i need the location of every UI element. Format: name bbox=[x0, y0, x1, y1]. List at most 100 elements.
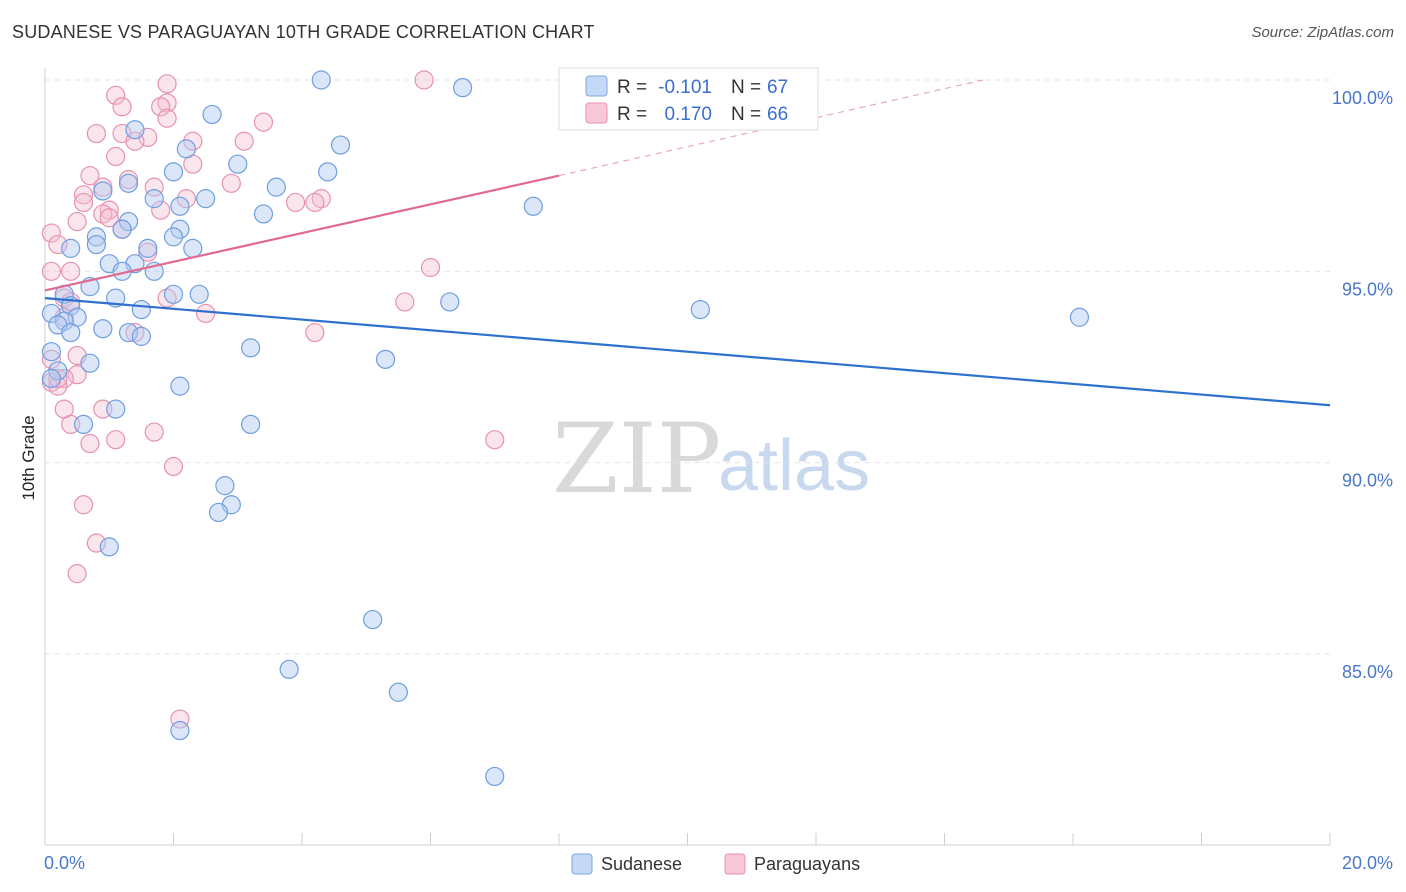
paraguayan-point bbox=[157, 74, 177, 94]
sudanese-point bbox=[388, 682, 408, 702]
paraguayan-point bbox=[395, 292, 415, 312]
paraguayan-point bbox=[67, 564, 87, 584]
paraguayan-point bbox=[144, 422, 164, 442]
sudanese-point bbox=[93, 319, 113, 339]
paraguayan-point bbox=[106, 85, 126, 105]
sudanese-point bbox=[279, 659, 299, 679]
sudanese-point bbox=[318, 162, 338, 182]
paraguayan-point bbox=[48, 368, 68, 389]
bottom-legend-swatch-sudanese bbox=[571, 853, 593, 875]
sudanese-point bbox=[125, 120, 145, 140]
sudanese-point bbox=[375, 349, 396, 369]
sudanese-point bbox=[99, 537, 119, 557]
legend-r-value-sudanese: -0.101 bbox=[658, 77, 712, 98]
sudanese-point bbox=[363, 609, 383, 630]
sudanese-point bbox=[176, 139, 196, 159]
sudanese-point bbox=[170, 720, 190, 741]
paraguayan-point bbox=[41, 349, 62, 369]
sudanese-point bbox=[1069, 307, 1090, 327]
paraguayan-point bbox=[41, 223, 62, 243]
legend-r-label-paraguayans: R = bbox=[617, 104, 647, 125]
correlation-legend: R = -0.101 N = 67 R = 0.170 N = 66 bbox=[558, 67, 819, 131]
sudanese-point bbox=[453, 78, 473, 98]
paraguayan-point bbox=[157, 108, 177, 128]
sudanese-point bbox=[266, 177, 286, 197]
paraguayan-point bbox=[285, 192, 306, 213]
sudanese-point bbox=[48, 361, 68, 381]
sudanese-point bbox=[253, 204, 274, 224]
paraguayan-point bbox=[73, 495, 94, 515]
sudanese-point bbox=[118, 211, 139, 232]
paraguayan-point bbox=[73, 185, 94, 205]
sudanese-point bbox=[118, 173, 139, 193]
series-legend: Sudanese Paraguayans bbox=[571, 853, 860, 875]
paraguayan-point bbox=[305, 192, 325, 213]
legend-r-value-paraguayans: 0.170 bbox=[664, 104, 712, 125]
sudanese-point bbox=[41, 368, 62, 389]
paraguayan-point bbox=[183, 131, 203, 151]
legend-n-value-paraguayans: 66 bbox=[767, 104, 788, 125]
x-tick-label-max: 20.0% bbox=[1342, 853, 1393, 873]
sudanese-point bbox=[86, 227, 107, 247]
sudanese-point bbox=[170, 196, 190, 216]
bottom-legend-swatch-paraguayans bbox=[724, 853, 746, 875]
sudanese-point bbox=[163, 284, 184, 304]
bottom-legend-label-sudanese: Sudanese bbox=[601, 854, 682, 874]
bottom-legend-label-paraguayans: Paraguayans bbox=[754, 854, 860, 874]
sudanese-point bbox=[144, 189, 164, 209]
sudanese-point bbox=[118, 322, 139, 343]
legend-r-label-sudanese: R = bbox=[617, 77, 647, 98]
paraguayan-point bbox=[176, 189, 196, 209]
sudanese-point bbox=[131, 300, 151, 320]
paraguayan-point bbox=[151, 97, 171, 117]
sudanese-point bbox=[170, 219, 190, 239]
y-tick-label: 90.0% bbox=[1342, 471, 1393, 491]
paraguayan-point bbox=[80, 166, 100, 186]
sudanese-point bbox=[202, 104, 222, 125]
paraguayans-points bbox=[41, 70, 505, 729]
watermark-zip: ZIP bbox=[552, 403, 721, 515]
sudanese-point bbox=[440, 292, 460, 312]
sudanese-point bbox=[163, 227, 184, 247]
trend-lines bbox=[44, 79, 1331, 407]
paraguayan-point bbox=[125, 131, 145, 151]
paraguayan-point bbox=[485, 430, 505, 450]
paraguayan-point bbox=[48, 234, 68, 255]
legend-n-label-paraguayans: N = bbox=[731, 104, 761, 125]
y-axis-title: 10th Grade bbox=[19, 415, 38, 500]
x-tick-label-min: 0.0% bbox=[44, 853, 85, 873]
paraguayan-point bbox=[253, 112, 274, 132]
paraguayan-point bbox=[163, 456, 184, 477]
paraguayan-point bbox=[99, 208, 119, 228]
paraguayan-point bbox=[67, 365, 87, 385]
legend-swatch-paraguayans bbox=[585, 102, 608, 124]
sudanese-point bbox=[86, 234, 107, 255]
y-tick-label: 100.0% bbox=[1332, 88, 1393, 108]
legend-n-label-sudanese: N = bbox=[731, 77, 761, 98]
chart-title: SUDANESE VS PARAGUAYAN 10TH GRADE CORREL… bbox=[12, 22, 595, 42]
sudanese-point bbox=[170, 376, 190, 396]
sudanese-point bbox=[228, 154, 248, 174]
sudanese-point bbox=[241, 414, 261, 434]
sudanese-point bbox=[80, 353, 100, 373]
watermark: ZIP atlas bbox=[552, 403, 870, 515]
sudanese-point bbox=[106, 399, 126, 419]
paraguayan-point bbox=[151, 200, 171, 220]
sudanese-point bbox=[485, 766, 505, 787]
paraguayan-point bbox=[414, 70, 434, 90]
sudanese-point bbox=[41, 342, 62, 362]
paraguayan-point bbox=[48, 376, 68, 396]
sudanese-point bbox=[93, 181, 113, 201]
grid bbox=[45, 79, 1330, 655]
sudanese-point bbox=[112, 219, 132, 239]
paraguayan-point bbox=[86, 123, 107, 144]
paraguayan-point bbox=[420, 257, 441, 278]
y-tick-label: 95.0% bbox=[1342, 279, 1393, 299]
sudanese-point bbox=[215, 476, 235, 496]
legend-n-value-sudanese: 67 bbox=[767, 77, 788, 98]
paraguayan-point bbox=[196, 303, 216, 324]
sudanese-trend-line bbox=[44, 297, 1331, 407]
y-tick-label: 85.0% bbox=[1342, 662, 1393, 682]
paraguayan-point bbox=[144, 177, 164, 197]
paraguayan-point bbox=[305, 322, 325, 343]
